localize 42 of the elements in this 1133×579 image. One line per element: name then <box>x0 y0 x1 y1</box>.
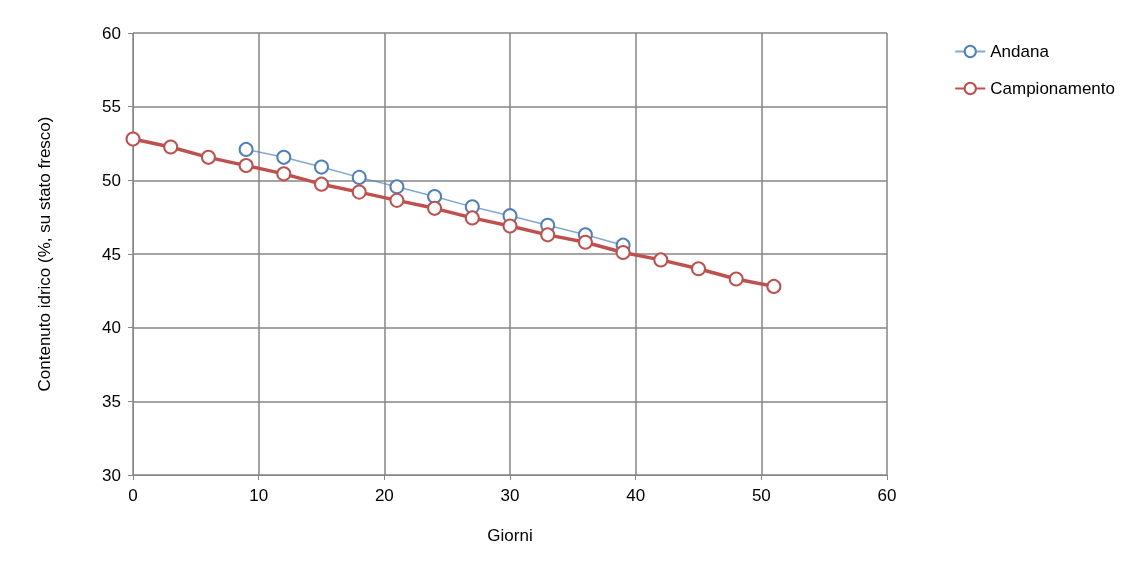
point <box>125 131 141 147</box>
x-tick-label: 50 <box>751 486 771 505</box>
point <box>389 192 405 208</box>
point <box>351 184 367 200</box>
x-tick-label: 10 <box>249 486 269 505</box>
point <box>276 166 292 182</box>
point <box>276 149 292 165</box>
point <box>427 189 443 205</box>
y-axis-title: Contenuto idrico (%, su stato fresco) <box>35 116 54 392</box>
point <box>653 252 669 268</box>
point <box>615 245 631 261</box>
y-tick-label: 50 <box>102 170 121 190</box>
point <box>577 234 593 250</box>
point <box>728 271 744 287</box>
y-tick-label: 60 <box>102 23 121 43</box>
point <box>766 278 782 294</box>
point <box>314 176 329 192</box>
y-tick-label: 35 <box>102 391 121 411</box>
x-tick-label: 40 <box>626 486 646 505</box>
x-tick-label: 20 <box>374 486 394 505</box>
y-tick-label: 55 <box>102 97 121 117</box>
point <box>464 210 480 226</box>
point <box>238 141 254 157</box>
point <box>238 158 254 174</box>
x-tick-label: 60 <box>877 486 897 505</box>
y-tick-label: 45 <box>102 244 121 264</box>
point <box>200 149 216 165</box>
x-axis-title: Giorni <box>487 526 533 545</box>
y-tick-label: 30 <box>102 465 121 485</box>
point <box>502 218 518 234</box>
point <box>427 200 443 216</box>
legend-label: Andana <box>990 42 1050 61</box>
point <box>540 227 556 243</box>
point <box>314 159 329 175</box>
x-tick-label: 30 <box>500 486 520 505</box>
point <box>163 139 179 155</box>
legend-label: Campionamento <box>990 79 1116 98</box>
point <box>691 261 706 277</box>
point <box>389 179 405 195</box>
y-tick-label: 40 <box>102 318 121 338</box>
point <box>351 169 367 185</box>
x-tick-label: 0 <box>128 486 138 505</box>
